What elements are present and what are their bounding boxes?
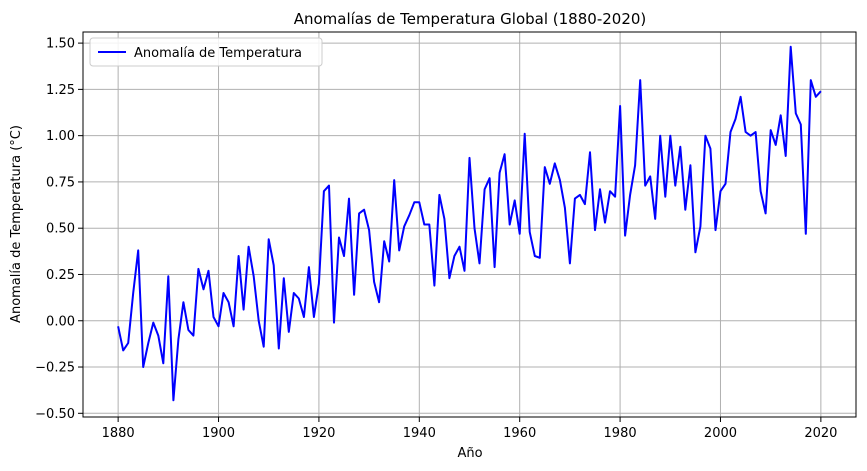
x-tick-label: 1940 (403, 426, 436, 441)
y-axis-label: Anomalía de Temperatura (°C) (9, 125, 24, 323)
x-axis-label: Año (457, 446, 482, 461)
chart-title: Anomalías de Temperatura Global (1880-20… (294, 10, 647, 28)
y-axis: −0.50 −0.25 0.00 0.25 0.50 0.75 1.00 1.25 1.50 (35, 37, 83, 422)
y-tick-label: 1.00 (46, 129, 75, 144)
x-tick-label: 2020 (804, 426, 837, 441)
series-line (117, 45, 822, 402)
x-tick-label: 1980 (604, 426, 637, 441)
x-tick-label: 1900 (202, 426, 235, 441)
x-tick-label: 1880 (102, 426, 135, 441)
y-tick-label: 1.25 (46, 83, 75, 98)
y-tick-label: 1.50 (46, 37, 75, 52)
plot-frame (82, 31, 857, 418)
x-tick-label: 1960 (503, 426, 536, 441)
y-tick-label: −0.25 (35, 361, 75, 376)
y-tick-label: 0.75 (46, 175, 75, 190)
grid (83, 32, 856, 417)
x-tick-label: 1920 (302, 426, 335, 441)
legend-label: Anomalía de Temperatura (134, 46, 302, 61)
legend: Anomalía de Temperatura (89, 37, 323, 67)
y-tick-label: −0.50 (35, 407, 75, 422)
series-layer (117, 45, 822, 402)
x-axis: 1880 1900 1920 1940 1960 1980 2000 2020 (102, 417, 837, 441)
legend-box (89, 37, 323, 67)
y-tick-label: 0.50 (46, 222, 75, 237)
y-tick-label: 0.00 (46, 314, 75, 329)
y-tick-label: 0.25 (46, 268, 75, 283)
x-tick-label: 2000 (704, 426, 737, 441)
